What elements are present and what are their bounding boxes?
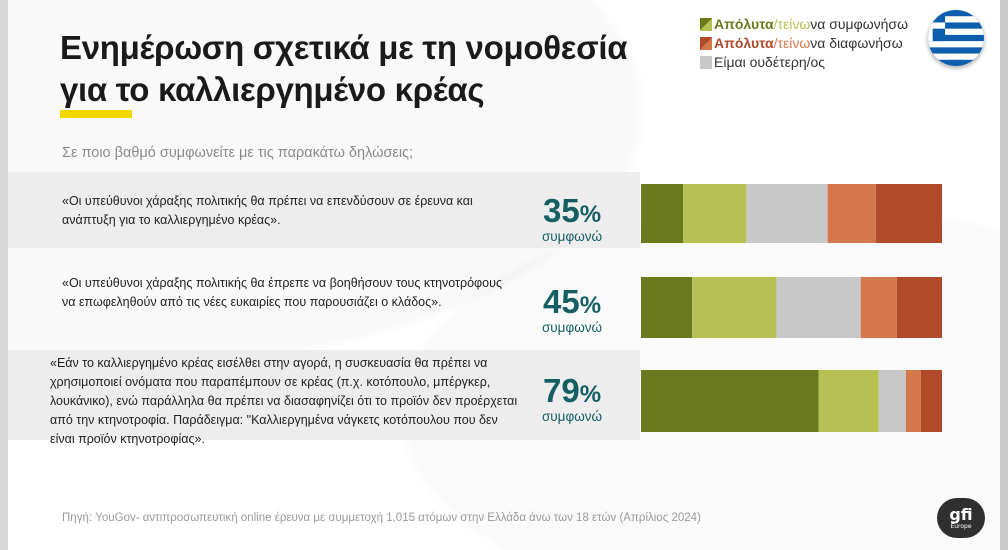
gfi-logo: gfi Europe (937, 498, 985, 538)
legend-item-1: Απόλυτα / τείνω να συμφωνήσω (700, 15, 908, 34)
pct-sign: % (579, 292, 602, 319)
greece-flag-icon (928, 10, 984, 66)
legend-label: να διαφωνήσω (810, 35, 903, 51)
legend-swatch (700, 37, 712, 50)
legend-label: Είμαι ουδέτερη/ος (714, 54, 826, 70)
bar-segment-row3-series1 (641, 370, 819, 432)
bar-segment-row3-series2 (818, 370, 879, 432)
bar-segment-row3-series5 (920, 370, 942, 432)
bar-segment-row2-series1 (641, 277, 693, 338)
source-note: Πηγή: YouGov- αντιπροσωπευτική online έρ… (62, 512, 701, 524)
title-accent-bar (60, 110, 132, 118)
title-line-1: Ενημέρωση σχετικά με τη νομοθεσία (60, 29, 628, 66)
legend-strong: Απόλυτα (714, 35, 774, 51)
left-edge (0, 0, 8, 550)
legend-label: να συμφωνήσω (810, 16, 908, 32)
statement-2: «Οι υπεύθυνοι χάραξης πολιτικής θα έπρεπ… (62, 276, 502, 309)
legend-slash: / (773, 35, 778, 51)
legend-item-2: Απόλυτα / τείνω να διαφωνήσω (700, 34, 908, 53)
pct-sign: % (579, 381, 602, 408)
agree-pct-2: 45% συμφωνώ (527, 283, 617, 336)
right-edge (1000, 0, 1008, 550)
legend-item-3: Είμαι ουδέτερη/ος (700, 53, 908, 72)
agree-label: συμφωνώ (541, 229, 603, 244)
row-band-3 (8, 350, 640, 440)
bar-segment-row3-series4 (905, 370, 921, 432)
legend-strong: Απόλυτα (714, 16, 774, 32)
pct-sign: % (579, 201, 602, 228)
agree-pct-value: 45 (542, 283, 580, 320)
bar-segment-row3-series3 (878, 370, 906, 432)
bar-segment-row1-series2 (683, 184, 747, 243)
agree-pct-value: 35 (542, 192, 580, 229)
page-title: Ενημέρωση σχετικά με τη νομοθεσία για το… (60, 27, 680, 111)
agree-label: συμφωνώ (541, 320, 603, 335)
logo-subtext: Europe (950, 522, 972, 530)
legend-light: τείνω (777, 16, 811, 32)
agree-pct-3: 79% συμφωνώ (527, 372, 617, 425)
agree-pct-value: 79 (542, 372, 580, 409)
statement-1: «Οι υπεύθυνοι χάραξης πολιτικής θα πρέπε… (62, 194, 473, 227)
legend-swatch (700, 56, 712, 69)
bar-segment-row1-series4 (827, 184, 876, 243)
statement-3: «Εάν το καλλιεργημένο κρέας εισέλθει στη… (50, 356, 518, 446)
legend-slash: / (773, 16, 778, 32)
bar-segment-row1-series5 (875, 184, 942, 243)
bar-segment-row2-series4 (860, 277, 897, 338)
bar-segment-row1-series3 (746, 184, 828, 243)
legend-swatch (700, 18, 712, 31)
bar-segment-row1-series1 (641, 184, 684, 243)
bar-segment-row2-series3 (776, 277, 861, 338)
question-subtitle: Σε ποιο βαθμό συμφωνείτε με τις παρακάτω… (62, 145, 414, 161)
logo-text: gfi (949, 504, 973, 524)
bar-segment-row2-series2 (692, 277, 777, 338)
row-band-1 (8, 172, 640, 248)
agree-label: συμφωνώ (541, 409, 603, 424)
legend: Απόλυτα / τείνω να συμφωνήσω Απόλυτα / τείνω … (700, 15, 908, 72)
legend-light: τείνω (777, 35, 811, 51)
bar-segment-row2-series5 (896, 277, 942, 338)
title-line-2: για το καλλιεργημένο κρέας (60, 71, 485, 108)
agree-pct-1: 35% συμφωνώ (527, 192, 617, 245)
